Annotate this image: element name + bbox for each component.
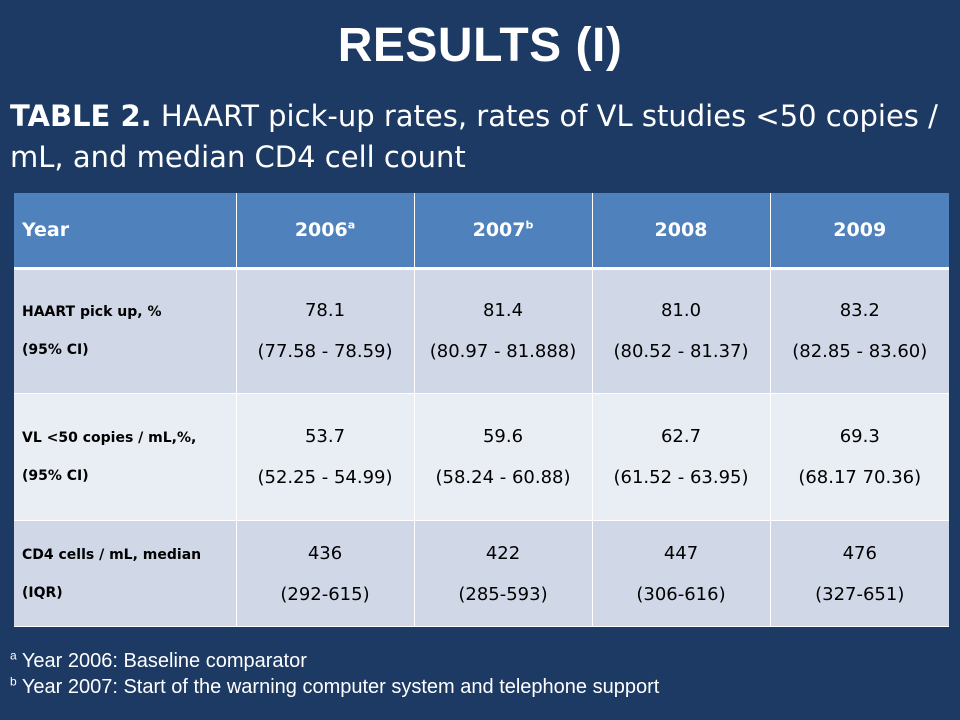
header-2007-footnote-mark: b [525,218,534,232]
row-label-line1: HAART pick up, % [22,304,162,321]
cell-ci: (58.24 - 60.88) [435,467,571,489]
footnote-b: b Year 2007: Start of the warning comput… [10,674,950,700]
cell-ci: (306-616) [636,583,726,605]
header-2007-text: 2007 [472,218,526,241]
cell-value: 69.3 [839,426,880,448]
footnote-mark: b [10,674,17,689]
table-cell: 447 (306-616) [592,520,771,627]
header-2006-footnote-mark: a [347,218,356,232]
table-row: HAART pick up, % (95% CI) 78.1 (77.58 - 78… [14,268,949,395]
footnote-a: a Year 2006: Baseline comparator [10,648,950,674]
footnote-text: Year 2006: Baseline comparator [16,650,307,672]
header-year-label: Year [14,193,237,270]
cell-value: 78.1 [304,300,346,322]
row-label-line1: CD4 cells / mL, median [22,546,202,563]
row-label: VL <50 copies / mL,%, (95% CI) [14,393,237,522]
results-table: Year 2006a 2007b 2008 2009 HAART pick up… [14,193,949,627]
table-caption-label: TABLE 2. [10,99,152,133]
cell-value: 447 [663,542,699,564]
row-label-line2: (95% CI) [22,468,89,485]
slide-title: RESULTS (I) [337,19,623,72]
table-cell: 78.1 (77.58 - 78.59) [236,268,415,395]
cell-value: 62.7 [660,426,702,448]
footnote-text: Year 2007: Start of the warning computer… [16,676,660,698]
cell-ci: (61.52 - 63.95) [613,467,749,489]
cell-ci: (52.25 - 54.99) [257,467,393,489]
cell-value: 59.6 [482,426,524,448]
cell-value: 81.4 [482,300,524,322]
table-row: CD4 cells / mL, median (IQR) 436 (292-615)… [14,520,949,627]
row-label-line2: (95% CI) [22,342,89,359]
table-cell: 83.2 (82.85 - 83.60) [770,268,949,395]
table-cell: 53.7 (52.25 - 54.99) [236,393,415,522]
row-label: CD4 cells / mL, median (IQR) [14,520,237,627]
header-2009: 2009 [770,193,949,270]
table-caption-text: HAART pick-up rates, rates of VL studies… [10,99,938,174]
row-label-line2: (IQR) [22,584,63,601]
row-label-line1: VL <50 copies / mL,%, [22,430,197,447]
table-cell: 59.6 (58.24 - 60.88) [414,393,593,522]
table-cell: 476 (327-651) [770,520,949,627]
table-cell: 81.0 (80.52 - 81.37) [592,268,771,395]
header-2008: 2008 [592,193,771,270]
cell-ci: (80.52 - 81.37) [613,341,749,363]
table-cell: 69.3 (68.17 70.36) [770,393,949,522]
cell-value: 422 [485,542,521,564]
table-caption: TABLE 2. HAART pick-up rates, rates of V… [10,96,940,178]
table-cell: 81.4 (80.97 - 81.888) [414,268,593,395]
cell-ci: (285-593) [458,583,548,605]
cell-ci: (82.85 - 83.60) [792,341,928,363]
header-2006-text: 2006 [294,218,348,241]
cell-ci: (80.97 - 81.888) [429,341,577,363]
cell-ci: (327-651) [815,583,905,605]
cell-ci: (292-615) [280,583,370,605]
cell-value: 436 [307,542,343,564]
table-cell: 436 (292-615) [236,520,415,627]
table-cell: 62.7 (61.52 - 63.95) [592,393,771,522]
table-cell: 422 (285-593) [414,520,593,627]
header-2007: 2007b [414,193,593,270]
footnotes: a Year 2006: Baseline comparator b Year … [10,648,950,700]
footnote-mark: a [10,648,17,663]
cell-value: 81.0 [660,300,702,322]
cell-value: 83.2 [839,300,880,322]
table-row: VL <50 copies / mL,%, (95% CI) 53.7 (52.25… [14,393,949,522]
cell-ci: (77.58 - 78.59) [257,341,393,363]
table-header-row: Year 2006a 2007b 2008 2009 [14,193,949,270]
cell-value: 53.7 [304,426,346,448]
cell-value: 476 [842,542,877,564]
row-label: HAART pick up, % (95% CI) [14,268,237,395]
header-2006: 2006a [236,193,415,270]
cell-ci: (68.17 70.36) [798,467,922,489]
